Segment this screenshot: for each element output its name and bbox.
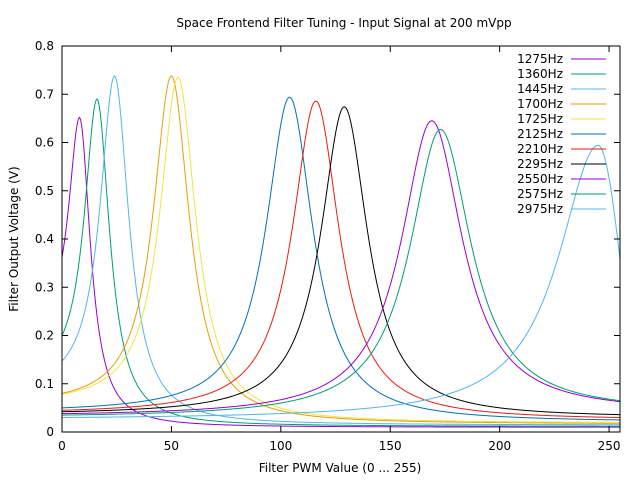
series-line-1275hz	[61, 116, 621, 428]
y-tick-label: 0.7	[35, 87, 54, 101]
y-tick-label: 0.8	[35, 39, 54, 53]
legend-label: 1725Hz	[517, 112, 563, 126]
legend: 1275Hz1360Hz1445Hz1700Hz1725Hz2125Hz2210…	[517, 52, 606, 216]
legend-label: 1275Hz	[517, 52, 563, 66]
x-tick-label: 150	[379, 439, 402, 453]
series-line-1725hz	[61, 76, 620, 423]
legend-label: 2975Hz	[517, 202, 563, 216]
x-tick-label: 200	[488, 439, 511, 453]
series-line-2210hz	[61, 100, 621, 419]
y-tick-label: 0.5	[35, 184, 54, 198]
series-line-2295hz	[61, 106, 621, 416]
y-tick-label: 0.6	[35, 136, 54, 150]
series-line-2125hz	[61, 96, 621, 421]
plot-area	[61, 75, 621, 428]
series-line-1700hz	[61, 75, 620, 424]
x-axis-label: Filter PWM Value (0 ... 255)	[259, 461, 422, 475]
legend-label: 2550Hz	[517, 172, 563, 186]
legend-label: 1360Hz	[517, 67, 563, 81]
legend-label: 1445Hz	[517, 82, 563, 96]
y-tick-label: 0.1	[35, 377, 54, 391]
y-tick-label: 0	[46, 425, 54, 439]
legend-label: 1700Hz	[517, 97, 563, 111]
y-tick-label: 0.2	[35, 329, 54, 343]
x-tick-label: 50	[164, 439, 179, 453]
legend-label: 2575Hz	[517, 187, 563, 201]
series-line-2575hz	[61, 128, 621, 416]
legend-label: 2125Hz	[517, 127, 563, 141]
y-tick-label: 0.3	[35, 280, 54, 294]
series-line-1445hz	[61, 75, 620, 426]
series-line-2975hz	[62, 144, 621, 419]
x-tick-label: 250	[598, 439, 621, 453]
y-tick-label: 0.4	[35, 232, 54, 246]
axis-ticks: 0 0.1 0.2 0.3 0.4 0.5 0.6 0.7 0.8 0 50 100 150 200 250	[35, 39, 621, 453]
chart-title: Space Frontend Filter Tuning - Input Sig…	[176, 16, 511, 30]
legend-label: 2210Hz	[517, 142, 563, 156]
x-tick-label: 100	[269, 439, 292, 453]
series-line-2550hz	[61, 120, 621, 415]
y-axis-label: Filter Output Voltage (V)	[7, 166, 21, 311]
legend-label: 2295Hz	[517, 157, 563, 171]
x-tick-label: 0	[58, 439, 66, 453]
